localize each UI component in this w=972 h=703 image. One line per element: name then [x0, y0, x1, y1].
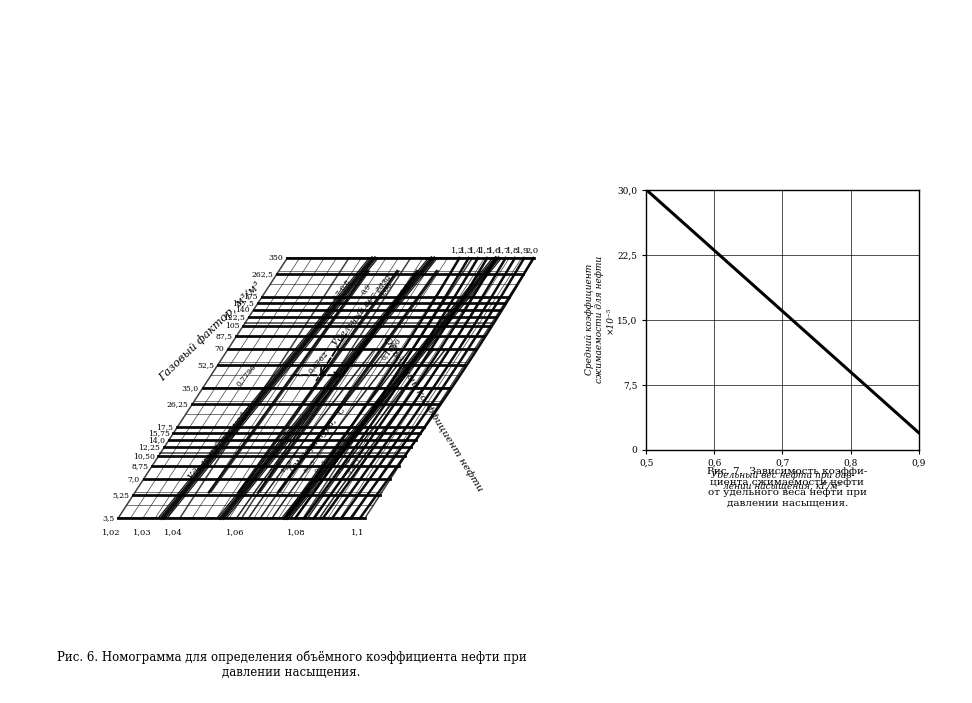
Text: -126,1: -126,1: [346, 457, 364, 475]
Text: 70: 70: [215, 345, 225, 353]
Text: 35,0: 35,0: [182, 384, 199, 392]
Text: 1,04: 1,04: [163, 529, 183, 536]
Text: 3,5: 3,5: [102, 514, 115, 522]
Text: 14,0: 14,0: [149, 436, 165, 444]
Text: 350: 350: [269, 254, 284, 262]
Text: 0,9: 0,9: [359, 283, 372, 296]
Text: 17,5: 17,5: [156, 423, 174, 432]
Text: 1,2: 1,2: [451, 246, 465, 254]
Text: 15,75: 15,75: [148, 430, 170, 437]
Text: 1,9: 1,9: [516, 246, 529, 254]
Text: 0,8762: 0,8762: [306, 349, 330, 375]
Text: Температура, °C: Температура, °C: [287, 406, 347, 475]
Text: Удельный вес газа: Удельный вес газа: [331, 272, 393, 348]
Text: 0,7-0,8: 0,7-0,8: [330, 277, 352, 302]
Text: 140: 140: [235, 306, 250, 314]
Text: Рис. 6. Номограмма для определения объёмного коэффициента нефти при
давлении нас: Рис. 6. Номограмма для определения объём…: [56, 650, 527, 679]
Text: 10,50: 10,50: [133, 452, 155, 460]
Text: 157,5: 157,5: [232, 299, 255, 307]
Text: 52,5: 52,5: [197, 361, 214, 369]
Text: -115,6: -115,6: [335, 457, 352, 475]
Text: 105: 105: [225, 322, 239, 330]
Text: -82,3: -82,3: [302, 458, 317, 474]
Text: 1,4: 1,4: [469, 246, 483, 254]
Text: -60: -60: [293, 460, 303, 472]
Text: 1,1: 1,1: [352, 529, 364, 536]
Text: 1,02: 1,02: [102, 529, 121, 536]
Text: Удельный вес нефти: Удельный вес нефти: [188, 399, 260, 482]
Text: -31,8: -31,8: [268, 458, 283, 474]
Text: 7,0: 7,0: [127, 475, 140, 483]
Text: -48,9: -48,9: [280, 458, 294, 474]
Text: 1,5: 1,5: [478, 246, 492, 254]
Text: 1,7: 1,7: [497, 246, 510, 254]
Text: -104,4: -104,4: [324, 457, 340, 476]
X-axis label: Удельный вес нефти при дав-
лении насыщения, кГ/м³: Удельный вес нефти при дав- лении насыще…: [711, 471, 854, 490]
Text: 12,25: 12,25: [139, 444, 160, 451]
Polygon shape: [119, 258, 534, 518]
Text: 1,6: 1,6: [488, 246, 502, 254]
Y-axis label: Средний коэффициент
сжимаемости для нефти
×10⁻⁵: Средний коэффициент сжимаемости для нефт…: [584, 257, 614, 383]
Text: 1,06: 1,06: [226, 529, 244, 536]
Text: 8,75: 8,75: [131, 463, 148, 470]
Text: 122,5: 122,5: [224, 314, 245, 321]
Text: Объёмный коэффициент нефти: Объёмный коэффициент нефти: [381, 335, 484, 494]
Text: 1,8: 1,8: [506, 246, 520, 254]
Text: 1,00: 1,00: [377, 280, 394, 298]
Text: 0,1000: 0,1000: [379, 336, 402, 362]
Text: Рис. 7.  Зависимость коэффи-
циента сжимаемости нефти
от удельного веса нефти пр: Рис. 7. Зависимость коэффи- циента сжима…: [708, 467, 867, 508]
Text: 26,25: 26,25: [166, 401, 189, 408]
Text: 2,0: 2,0: [525, 246, 538, 254]
Text: 1,3: 1,3: [460, 246, 473, 254]
Text: 1,1: 1,1: [399, 283, 412, 296]
Text: 175: 175: [243, 293, 259, 301]
Text: 0,7796: 0,7796: [234, 362, 258, 388]
Text: Газовый фактор, м³/м³: Газовый фактор, м³/м³: [157, 279, 263, 382]
Text: -93,3: -93,3: [314, 458, 328, 474]
Text: 1,08: 1,08: [287, 529, 306, 536]
Text: 1,03: 1,03: [133, 529, 152, 536]
Text: 5,25: 5,25: [113, 491, 129, 499]
Text: 262,5: 262,5: [251, 270, 273, 278]
Text: 87,5: 87,5: [216, 333, 232, 340]
